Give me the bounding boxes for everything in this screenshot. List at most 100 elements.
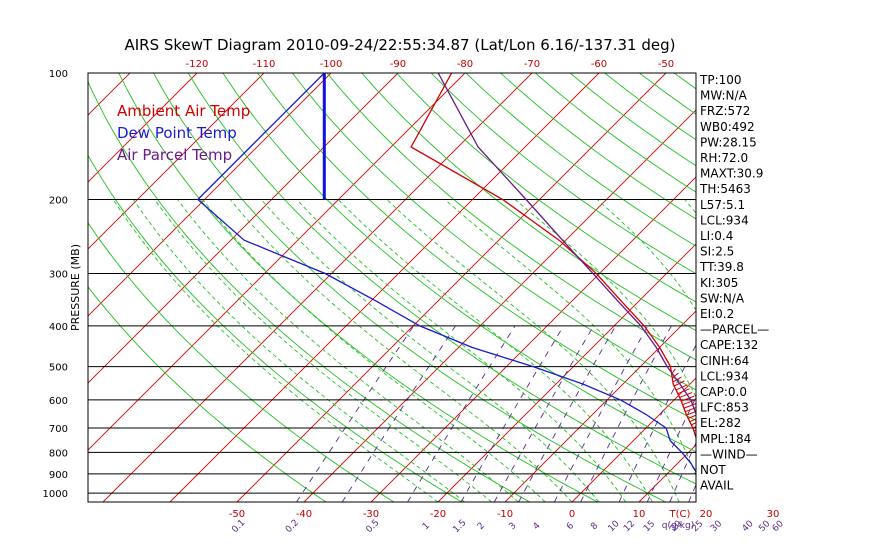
cape-hatch-line — [681, 395, 695, 402]
mixing-ratio-line — [743, 326, 817, 502]
bottom-temp-tick-label: 0 — [569, 509, 575, 520]
mixing-ratio-unit: q(g/kg) — [662, 521, 694, 531]
dry-adiabat — [88, 221, 395, 502]
stat-line: KI:305 — [700, 276, 738, 290]
isotherm — [840, 73, 870, 502]
mixing-ratio-tick-label: 60 — [771, 519, 786, 534]
mixing-ratio-line — [341, 325, 456, 502]
stat-line: TH:5463 — [699, 182, 751, 196]
mixing-ratio-line — [296, 325, 415, 502]
mixing-ratio-tick-label: 6 — [565, 521, 576, 532]
stat-line: WB0:492 — [700, 120, 755, 134]
mixing-ratio-line — [407, 325, 516, 502]
cape-hatch-line — [691, 422, 696, 426]
stat-line: EL:282 — [700, 416, 741, 430]
cape-hatch-line — [679, 391, 693, 398]
moist-adiabat — [229, 199, 573, 502]
top-temp-tick-label: -100 — [320, 59, 343, 70]
mixing-ratio-tick-label: 8 — [589, 521, 600, 532]
isotherm — [773, 73, 870, 502]
dry-adiabat — [118, 73, 598, 502]
bottom-temp-axis: -50 -40 -30 -20 -10 0 10 20 30 T(C) — [229, 509, 780, 520]
dry-adiabat — [744, 73, 870, 502]
pressure-axis: 100 200 300 400 500 600 700 800 900 1000 — [43, 69, 68, 500]
bottom-temp-tick-label: -40 — [296, 509, 312, 520]
pressure-tick-label: 200 — [49, 195, 68, 206]
stat-line: LI:0.4 — [700, 229, 733, 243]
dry-adiabat — [396, 73, 696, 303]
bottom-temp-unit: T(C) — [669, 509, 691, 520]
moist-adiabat — [154, 199, 492, 502]
mixing-ratio-axis: 0.1 0.2 0.5 1 1.5 2 3 4 6 8 10 12 15 20 25 30 40 5060q(g/… — [230, 518, 786, 535]
stat-line: L57:5.1 — [700, 198, 745, 212]
stat-line: LCL:934 — [700, 369, 749, 383]
stat-line: CINH:64 — [700, 354, 749, 368]
mixing-ratio-lines — [296, 325, 870, 502]
chart-title: AIRS SkewT Diagram 2010-09-24/22:55:34.8… — [124, 36, 675, 54]
bottom-temp-tick-label: 20 — [700, 509, 713, 520]
mixing-ratio-line — [768, 326, 839, 502]
plot-area — [88, 73, 870, 502]
isotherm — [504, 310, 696, 502]
cape-hatch-line — [687, 414, 696, 419]
stat-line: MAXT:30.9 — [700, 167, 763, 181]
dry-adiabat — [326, 73, 696, 361]
bottom-temp-tick-label: -20 — [430, 509, 446, 520]
stat-line: SW:N/A — [700, 291, 745, 305]
dry-adiabat — [778, 73, 870, 502]
isotherm — [88, 73, 399, 384]
isotherms — [88, 73, 870, 502]
moist-adiabats — [112, 199, 696, 502]
dry-adiabat — [88, 154, 463, 502]
mixing-ratio-tick-label: 15 — [642, 519, 657, 534]
mixing-ratio-tick-label: 1.5 — [451, 518, 468, 535]
dry-adiabat — [291, 73, 696, 391]
mixing-ratio-line — [646, 396, 696, 502]
bottom-temp-tick-label: -30 — [363, 509, 379, 520]
mixing-ratio-line — [580, 325, 672, 502]
moist-adiabat — [177, 199, 519, 502]
mixing-ratio-tick-label: 2 — [476, 521, 487, 532]
dry-adiabats — [88, 73, 870, 502]
mixing-ratio-tick-label: 0.2 — [284, 518, 301, 535]
moist-adiabat — [133, 199, 466, 502]
stat-line: PW:28.15 — [700, 135, 757, 149]
mixing-ratio-tick-label: 30 — [709, 519, 724, 534]
moist-adiabat — [596, 199, 696, 311]
stat-line: —PARCEL— — [700, 323, 769, 337]
stat-line: MW:N/A — [700, 89, 748, 103]
dry-adiabat — [222, 73, 696, 453]
top-temp-tick-label: -70 — [524, 59, 540, 70]
series-lines — [196, 73, 696, 473]
top-temp-tick-label: -90 — [390, 59, 406, 70]
bottom-temp-tick-label: 30 — [767, 509, 780, 520]
stat-line: —WIND— — [700, 447, 758, 461]
stat-line: LCL:934 — [700, 213, 749, 227]
isotherm — [169, 73, 600, 502]
pressure-tick-label: 300 — [49, 269, 68, 280]
stat-line: LFC:853 — [700, 401, 749, 415]
isotherm — [88, 73, 332, 317]
series-line — [410, 73, 696, 440]
y-axis-label: PRESSURE (MB) — [69, 244, 82, 331]
mixing-ratio-line — [460, 325, 564, 502]
mixing-ratio-line — [553, 325, 649, 502]
stat-line: FRZ:572 — [700, 104, 750, 118]
legend-entry: Dew Point Temp — [117, 124, 237, 142]
mixing-ratio-line — [847, 326, 870, 502]
bottom-temp-tick-label: -50 — [229, 509, 245, 520]
top-temp-tick-label: -80 — [457, 59, 473, 70]
series-line — [196, 73, 696, 473]
moist-adiabat — [296, 199, 626, 502]
top-temp-tick-label: -110 — [253, 59, 276, 70]
bottom-temp-tick-label: -10 — [497, 509, 513, 520]
pressure-tick-label: 100 — [49, 69, 68, 80]
mixing-ratio-tick-label: 1 — [421, 521, 432, 532]
pressure-tick-label: 1000 — [43, 489, 68, 500]
isotherm — [236, 73, 667, 502]
isotherm — [370, 176, 696, 502]
isotherm — [88, 73, 466, 451]
top-temp-axis: -120 -110 -100 -90 -80 -70 -60 -50 — [186, 59, 675, 70]
mixing-ratio-line — [493, 325, 594, 502]
